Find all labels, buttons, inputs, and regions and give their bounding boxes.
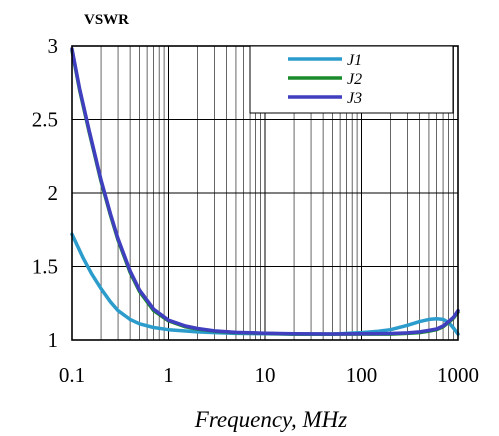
- x-tick-label: 100: [346, 363, 378, 387]
- y-tick-label: 3: [48, 34, 59, 58]
- legend-label-j3: J3: [347, 90, 362, 107]
- y-tick-label: 1.5: [32, 255, 58, 279]
- y-tick-label: 2.5: [32, 108, 58, 132]
- y-axis-label: VSWR: [84, 12, 129, 28]
- x-tick-label: 1000: [437, 363, 479, 387]
- y-tick-label: 2: [48, 181, 59, 205]
- x-axis-label: Frequency, MHz: [194, 407, 347, 432]
- legend-label-j1: J1: [347, 52, 362, 69]
- legend-label-j2: J2: [347, 71, 362, 88]
- series-line-j3: [70, 47, 460, 336]
- y-tick-label: 1: [48, 328, 59, 352]
- x-tick-label: 10: [255, 363, 276, 387]
- legend-box: [249, 45, 454, 114]
- x-tick-label: 1: [163, 363, 174, 387]
- x-tick-label: 0.1: [59, 363, 85, 387]
